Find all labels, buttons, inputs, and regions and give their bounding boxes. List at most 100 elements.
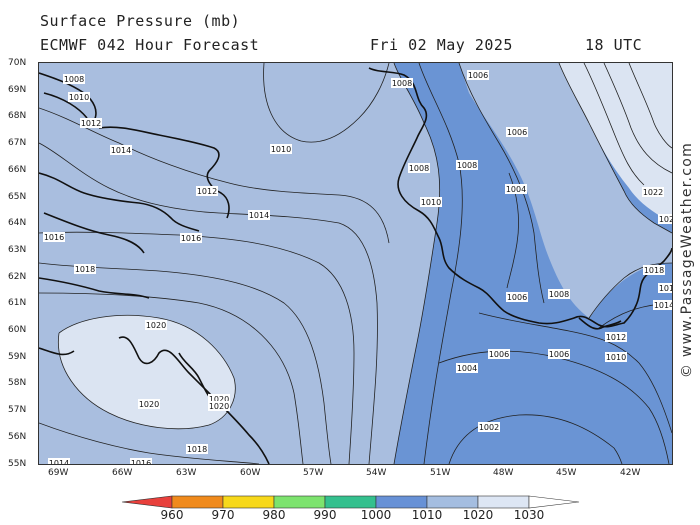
pressure-map[interactable]: 1008 1010 1012 1014 1010 1012 1014 1016 1016 1018… — [38, 62, 673, 465]
isobar-label-bg — [68, 92, 90, 102]
isobar-label: 1012 — [197, 187, 217, 196]
isobar-label-bg — [408, 163, 430, 173]
isobar-label: 1010 — [69, 93, 89, 102]
isobar-label-bg — [110, 145, 132, 155]
longitude-label: 42W — [620, 468, 641, 478]
isobar-label: 1010 — [271, 145, 291, 154]
isobar-label: 1004 — [506, 185, 526, 194]
isobar — [583, 63, 645, 186]
isobar-label-bg — [74, 264, 96, 274]
coastline-labrador — [39, 336, 270, 464]
pressure-band-1020-1030-east — [559, 63, 672, 223]
latitude-label: 70N — [8, 58, 27, 68]
isobar-label: 1008 — [457, 161, 477, 170]
isobar-label: 1014 — [49, 459, 69, 464]
coastline-greenland-west — [368, 67, 672, 328]
isobar-label: 1020 — [139, 400, 159, 409]
coastline-baffin-east — [98, 126, 230, 219]
legend-arrow-high — [528, 495, 580, 509]
isobar-label: 1012 — [606, 333, 626, 342]
isobar-label-bg — [196, 186, 218, 196]
isobar-label-bg — [488, 349, 510, 359]
isobar-label: 1004 — [457, 364, 477, 373]
legend-colorbar — [121, 495, 580, 509]
isobar-label: 1020 — [659, 215, 672, 224]
legend-swatch — [477, 495, 530, 509]
longitude-label: 63W — [176, 468, 197, 478]
isobar-label: 1006 — [507, 293, 527, 302]
isobar — [418, 63, 463, 464]
isobar-label-bg — [605, 332, 627, 342]
isobar-label-bg — [456, 363, 478, 373]
isobar-lines — [39, 63, 672, 464]
pressure-map-canvas: 1008 1010 1012 1014 1010 1012 1014 1016 1016 1018… — [39, 63, 672, 464]
isobar-label-bg — [642, 187, 664, 197]
isobar-label-bg — [208, 401, 230, 411]
isobar-label: 1010 — [606, 353, 626, 362]
isobar-label-bg — [653, 300, 672, 310]
watermark-text: © www.PassageWeather.com — [679, 141, 695, 379]
isobar-label-bg — [420, 197, 442, 207]
coastline-baffin-cumberland — [43, 212, 145, 254]
coastlines — [39, 67, 672, 464]
latitude-label: 64N — [8, 218, 27, 229]
latitude-label: 62N — [8, 271, 27, 282]
isobar-label-bg — [43, 232, 65, 242]
coastline-greenland-south — [578, 317, 622, 330]
isobar — [57, 314, 236, 430]
legend-arrow-low — [121, 495, 173, 509]
isobar-label-bg — [478, 422, 500, 432]
isobar-label-bg — [80, 118, 102, 128]
isobar-label: 1014 — [654, 301, 672, 310]
latitude-label: 68N — [8, 111, 27, 122]
forecast-date: Fri 02 May 2025 — [370, 36, 513, 54]
isobar-label-bg — [643, 265, 665, 275]
isobar-label-bg — [506, 127, 528, 137]
isobar-label: 1002 — [479, 423, 499, 432]
isobar-label: 1016 — [131, 459, 151, 464]
isobar-label: 1008 — [64, 75, 84, 84]
latitude-label: 60N — [8, 325, 27, 335]
isobar — [623, 190, 672, 234]
isobar-label: 1020 — [146, 321, 166, 330]
coastline-baffin-south — [39, 172, 200, 232]
isobar-label-bg — [658, 283, 672, 293]
longitude-label: 69W — [48, 468, 69, 478]
isobar-label-bg — [138, 399, 160, 409]
isobar — [39, 107, 390, 244]
isobar — [39, 231, 355, 464]
legend-swatch — [375, 495, 428, 509]
isobar-label: 1006 — [468, 71, 488, 80]
isobar-label: 1018 — [187, 445, 207, 454]
latitude-label: 63N — [8, 244, 27, 255]
longitude-label: 57W — [303, 468, 324, 478]
longitude-label: 45W — [556, 468, 577, 478]
isobar — [39, 142, 378, 464]
legend-swatch — [273, 495, 326, 509]
legend-swatch — [222, 495, 275, 509]
isobar — [263, 63, 390, 143]
isobar-label: 1008 — [549, 290, 569, 299]
isobar-label-bg — [506, 292, 528, 302]
isobar-label-bg — [248, 210, 270, 220]
isobar-label: 1012 — [81, 119, 101, 128]
coastline-hudson-strait — [39, 277, 150, 299]
legend-label: 1020 — [462, 508, 494, 522]
isobar-label-bg — [130, 458, 152, 464]
latitude-label: 65N — [8, 191, 27, 202]
legend-label: 960 — [160, 508, 184, 522]
isobar-label-bg — [605, 352, 627, 362]
legend-swatch — [324, 495, 377, 509]
isobar-label-bg — [658, 214, 672, 224]
pressure-band-1010-baffin — [264, 63, 394, 142]
latitude-label: 67N — [8, 138, 27, 149]
latitude-label: 69N — [8, 84, 27, 95]
legend-label: 970 — [211, 508, 235, 522]
pressure-band-1020-greenland — [459, 63, 672, 318]
pressure-band-1020-labrador — [58, 315, 236, 429]
longitude-label: 66W — [112, 468, 133, 478]
latitude-label: 66N — [8, 164, 27, 175]
isobar-label-bg — [208, 394, 230, 404]
forecast-model: ECMWF 042 Hour Forecast — [40, 36, 260, 54]
isobar-label: 1006 — [489, 350, 509, 359]
